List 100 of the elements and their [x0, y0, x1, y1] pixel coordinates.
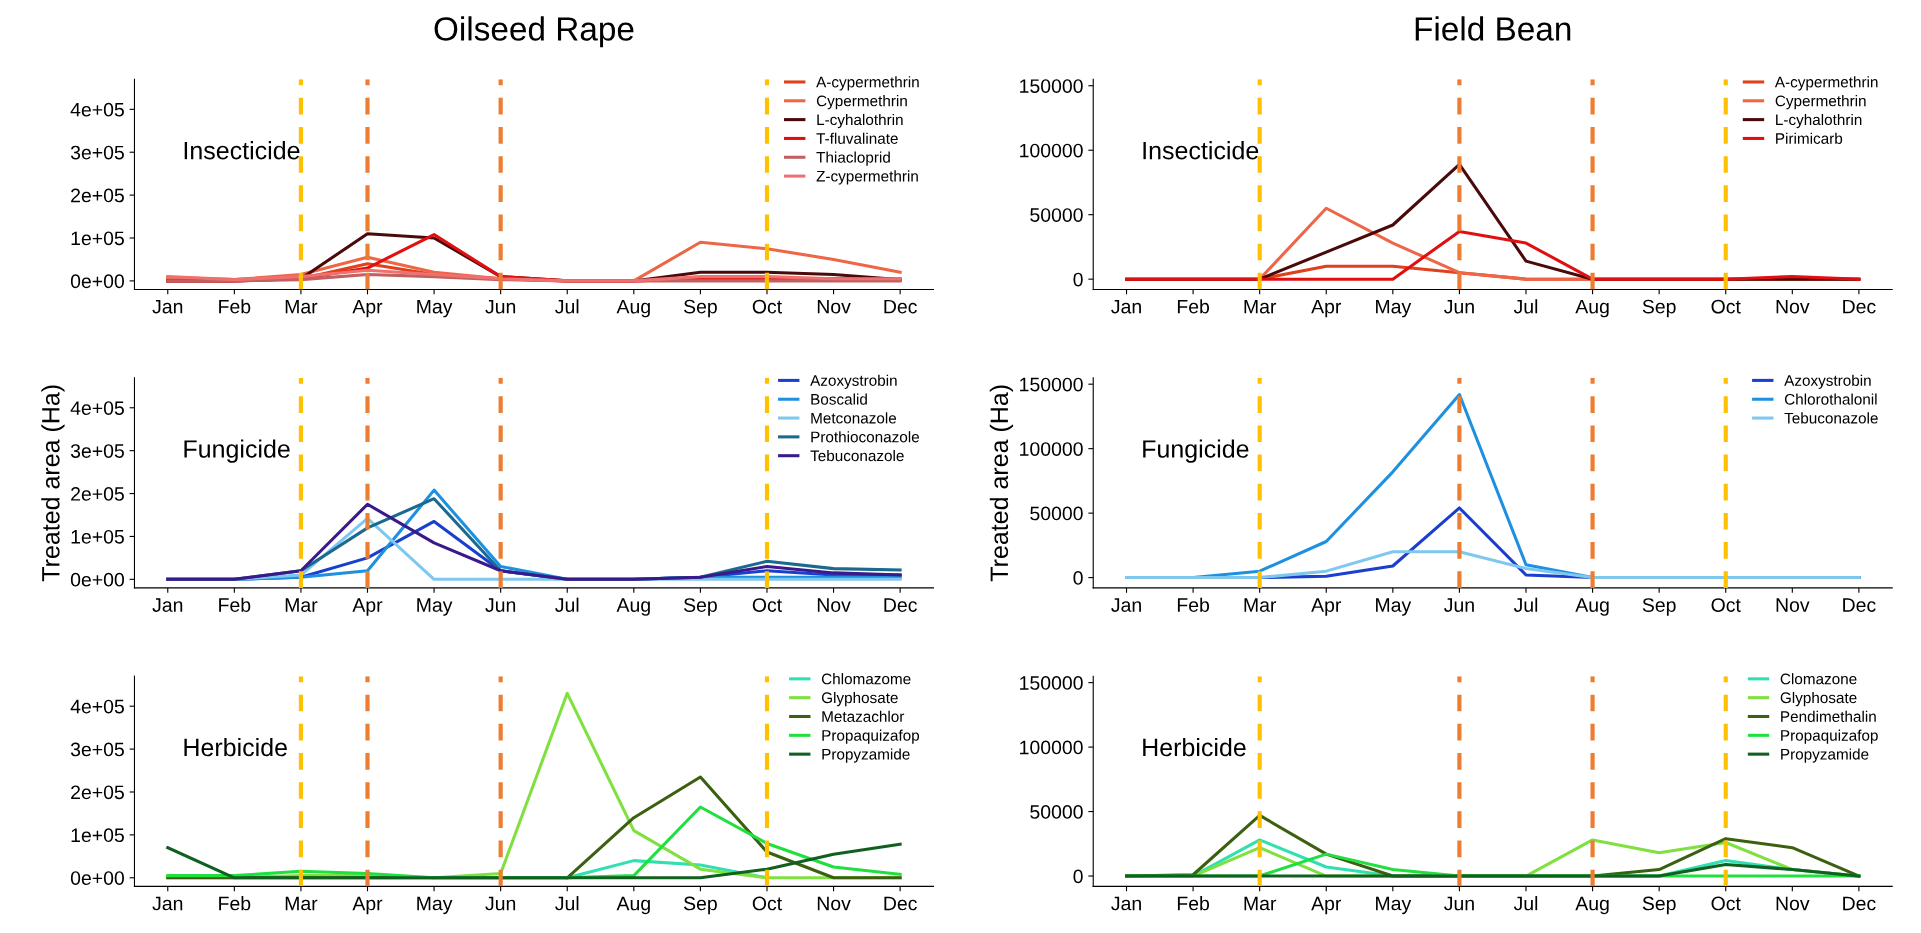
x-tick-label: Jun [485, 299, 516, 314]
y-tick-label: 2e+05 [71, 785, 124, 800]
x-tick-label: Apr [1311, 299, 1342, 318]
legend-label: Cypermethrin [816, 95, 907, 110]
x-tick-label: Sep [1642, 598, 1676, 616]
x-tick-label: May [1376, 896, 1412, 915]
legend-label: Clomazone [1780, 673, 1857, 685]
x-tick-label: Nov [817, 299, 851, 314]
x-tick-label: Dec [1843, 598, 1876, 612]
x-tick-label: Apr [1311, 896, 1342, 915]
y-tick-label: 0 [1073, 571, 1083, 585]
legend-label: Glyphosate [1780, 691, 1857, 707]
x-tick-label: Jul [1513, 299, 1538, 314]
y-tick-label: 3e+05 [70, 742, 124, 757]
x-tick-label: Oct [752, 299, 782, 314]
x-tick-label: May [417, 598, 453, 616]
x-tick-label: Dec [1843, 896, 1876, 911]
annotation: Fungicide [184, 439, 290, 463]
x-tick-label: Apr [352, 896, 383, 915]
legend-label: Propaquizafop [822, 729, 920, 744]
x-tick-label: Nov [817, 598, 851, 612]
legend-label: Propyzamide [1781, 748, 1869, 763]
y-tick-label: 0e+00 [70, 274, 124, 289]
legend-label: Prothioconazole [811, 431, 920, 443]
x-tick-label: Feb [219, 299, 251, 314]
x-tick-label: Jul [1513, 896, 1538, 911]
x-tick-label: Aug [616, 299, 650, 318]
y-tick-label: 1e+05 [71, 231, 124, 246]
chart-title: Oilseed Rape [434, 16, 634, 48]
legend-label: Propyzamide [822, 748, 910, 763]
x-tick-label: Feb [1177, 597, 1210, 612]
y-tick-label: 1e+05 [71, 529, 124, 544]
x-tick-label: May [417, 896, 453, 915]
legend-label: Thiacloprid [816, 151, 890, 166]
x-tick-label: Aug [1575, 598, 1609, 616]
legend-label: A-cypermethrin [816, 76, 919, 91]
x-tick-label: Mar [285, 598, 318, 612]
y-tick-label: 4e+05 [70, 401, 124, 415]
x-tick-label: Jun [1444, 598, 1474, 612]
x-tick-label: Oct [1711, 299, 1741, 314]
x-tick-label: Jul [555, 299, 579, 314]
legend-label: Boscalid [811, 393, 867, 405]
legend-label: Glyphosate [821, 691, 898, 707]
y-tick-label: 150000 [1020, 377, 1083, 392]
legend-label: L-cyhalothrin [817, 113, 903, 129]
x-tick-label: Aug [1575, 299, 1609, 318]
legend-label: Metazachlor [822, 710, 905, 722]
legend-label: Cypermethrin [1775, 95, 1866, 110]
y-tick-label: 4e+05 [70, 699, 124, 714]
x-tick-label: Feb [219, 597, 251, 612]
y-tick-label: 150000 [1020, 676, 1083, 690]
y-tick-label: 100000 [1020, 143, 1083, 158]
x-tick-label: Aug [1575, 896, 1609, 915]
x-tick-label: Oct [1711, 896, 1741, 911]
x-tick-label: Jun [1444, 896, 1474, 911]
chart-title: Field Bean [1415, 16, 1571, 41]
annotation: Herbicide [184, 737, 287, 757]
x-tick-label: Sep [1642, 299, 1676, 318]
legend-label: Metconazole [811, 412, 897, 424]
legend-label: Chlorothalonil [1784, 393, 1877, 405]
x-tick-label: Jan [1111, 896, 1141, 911]
y-tick-label: 2e+05 [71, 487, 124, 501]
x-tick-label: Jan [1111, 598, 1141, 612]
x-tick-label: Aug [616, 896, 650, 915]
x-tick-label: Jan [152, 598, 183, 612]
x-tick-label: Jun [1444, 299, 1474, 314]
x-tick-label: Apr [352, 299, 383, 318]
legend-label: Tebuconazole [810, 449, 904, 462]
x-tick-label: Nov [817, 896, 851, 911]
x-tick-label: Jul [555, 597, 579, 612]
legend-label: Z-cypermethrin [816, 170, 918, 185]
legend-label: Azoxystrobin [810, 374, 897, 389]
x-tick-label: May [1376, 598, 1412, 616]
y-axis-title: Treated area (Ha) [989, 385, 1014, 582]
x-tick-label: Mar [285, 896, 318, 911]
y-tick-label: 3e+05 [70, 444, 124, 458]
legend-label: Pirimicarb [1776, 132, 1843, 144]
x-tick-label: Mar [1244, 896, 1277, 911]
x-tick-label: Mar [1244, 299, 1277, 314]
x-tick-label: Nov [1776, 299, 1810, 314]
x-tick-label: Jun [485, 598, 516, 612]
y-tick-label: 0e+00 [70, 572, 124, 587]
x-tick-label: May [1376, 299, 1412, 318]
y-tick-label: 50000 [1030, 805, 1083, 819]
legend-label: A-cypermethrin [1774, 76, 1878, 91]
x-tick-label: Oct [1711, 598, 1741, 612]
x-tick-label: Nov [1776, 896, 1810, 911]
x-tick-label: Sep [683, 299, 717, 318]
y-tick-label: 0 [1073, 869, 1083, 884]
y-tick-label: 4e+05 [70, 102, 124, 117]
y-tick-label: 50000 [1030, 506, 1083, 521]
x-tick-label: Dec [884, 896, 917, 911]
x-tick-label: Oct [752, 598, 782, 612]
x-tick-label: Mar [285, 299, 318, 314]
x-tick-label: Feb [1177, 896, 1210, 911]
y-tick-label: 150000 [1020, 79, 1083, 93]
x-tick-label: Sep [1642, 896, 1676, 915]
annotation: Fungicide [1143, 439, 1249, 463]
y-tick-label: 100000 [1020, 442, 1083, 456]
x-tick-label: Jan [1111, 299, 1141, 314]
